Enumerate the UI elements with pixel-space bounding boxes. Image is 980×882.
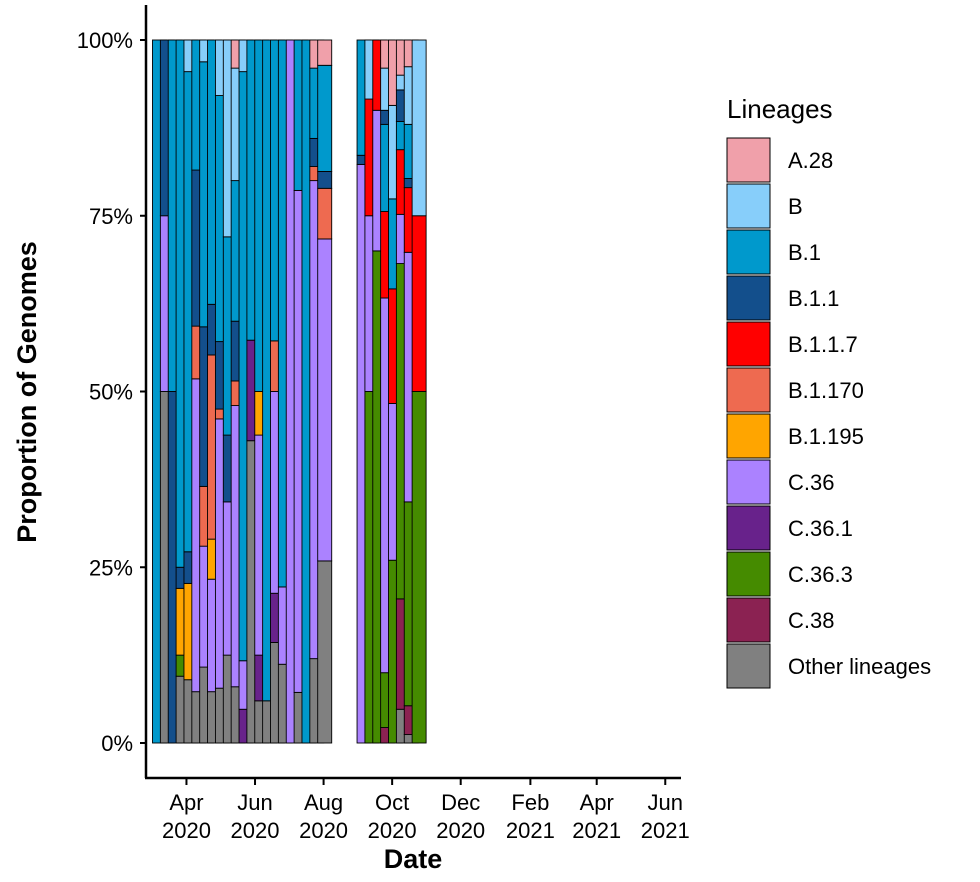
bar-segment-a-28 <box>318 40 332 65</box>
x-tick-label-month: Apr <box>169 790 203 815</box>
x-tick-label-month: Jun <box>648 790 683 815</box>
legend-label: Other lineages <box>788 654 931 679</box>
x-tick-label-month: Jun <box>237 790 272 815</box>
legend-label: B.1 <box>788 240 821 265</box>
legend-label: A.28 <box>788 148 833 173</box>
y-tick-label: 50% <box>89 380 133 405</box>
legend-swatch <box>727 598 770 642</box>
legend-label: C.36.1 <box>788 516 853 541</box>
legend-label: B.1.1 <box>788 286 839 311</box>
legend-swatch <box>727 460 770 504</box>
legend: Lineages A.28 B B.1 B.1.1 B.1.1.7 B.1.170 B.1.… <box>727 94 931 688</box>
legend-label: B.1.1.7 <box>788 332 858 357</box>
bar-segment-c-36 <box>318 239 332 561</box>
legend-label: C.38 <box>788 608 834 633</box>
x-tick-label-month: Aug <box>304 790 343 815</box>
bar-segment-b-1 <box>318 65 332 171</box>
y-tick-label: 0% <box>101 731 133 756</box>
legend-swatch <box>727 368 770 412</box>
x-axis-title: Date <box>384 844 443 874</box>
legend-title: Lineages <box>727 94 833 124</box>
bar-2020-10-25 <box>412 40 426 743</box>
x-tick-label-year: 2020 <box>162 818 211 843</box>
legend-swatch <box>727 230 770 274</box>
bar-segment-b-1-170 <box>318 188 332 239</box>
legend-swatch <box>727 276 770 320</box>
y-tick-label: 100% <box>77 28 133 53</box>
bar-segment-b-1-1-7 <box>412 216 426 392</box>
x-tick-label-year: 2021 <box>641 818 690 843</box>
bar-segment-other-lineages <box>318 561 332 743</box>
x-tick-label-month: Dec <box>441 790 480 815</box>
x-tick-label-year: 2021 <box>506 818 555 843</box>
bars-layer <box>152 40 426 743</box>
x-tick-label-year: 2020 <box>436 818 485 843</box>
x-ticks: Apr 2020 Jun 2020 Aug 2020 Oct 2020 Dec 2020 Feb 20… <box>162 778 690 843</box>
x-tick-label-month: Apr <box>580 790 614 815</box>
legend-swatch <box>727 414 770 458</box>
legend-swatch <box>727 552 770 596</box>
legend-swatch <box>727 322 770 366</box>
x-tick-label-year: 2020 <box>299 818 348 843</box>
x-tick-label-month: Oct <box>375 790 409 815</box>
legend-label: C.36 <box>788 470 834 495</box>
y-tick-label: 25% <box>89 555 133 580</box>
legend-swatch <box>727 138 770 182</box>
legend-swatch <box>727 506 770 550</box>
legend-swatch <box>727 644 770 688</box>
bar-segment-c-36-3 <box>412 392 426 744</box>
x-tick-label-year: 2020 <box>368 818 417 843</box>
y-axis-title: Proportion of Genomes <box>12 241 42 543</box>
legend-label: B.1.170 <box>788 378 864 403</box>
bar-segment-b <box>412 40 426 216</box>
x-tick-label-month: Feb <box>511 790 549 815</box>
legend-label: B.1.195 <box>788 424 864 449</box>
bar-segment-b-1-1 <box>318 171 332 188</box>
legend-label: B <box>788 194 803 219</box>
x-tick-label-year: 2021 <box>572 818 621 843</box>
legend-label: C.36.3 <box>788 562 853 587</box>
x-tick-label-year: 2020 <box>231 818 280 843</box>
y-tick-label: 75% <box>89 204 133 229</box>
bar-2020-08-02 <box>318 40 332 743</box>
y-ticks: 0% 25% 50% 75% 100% <box>77 28 146 756</box>
legend-swatch <box>727 184 770 228</box>
